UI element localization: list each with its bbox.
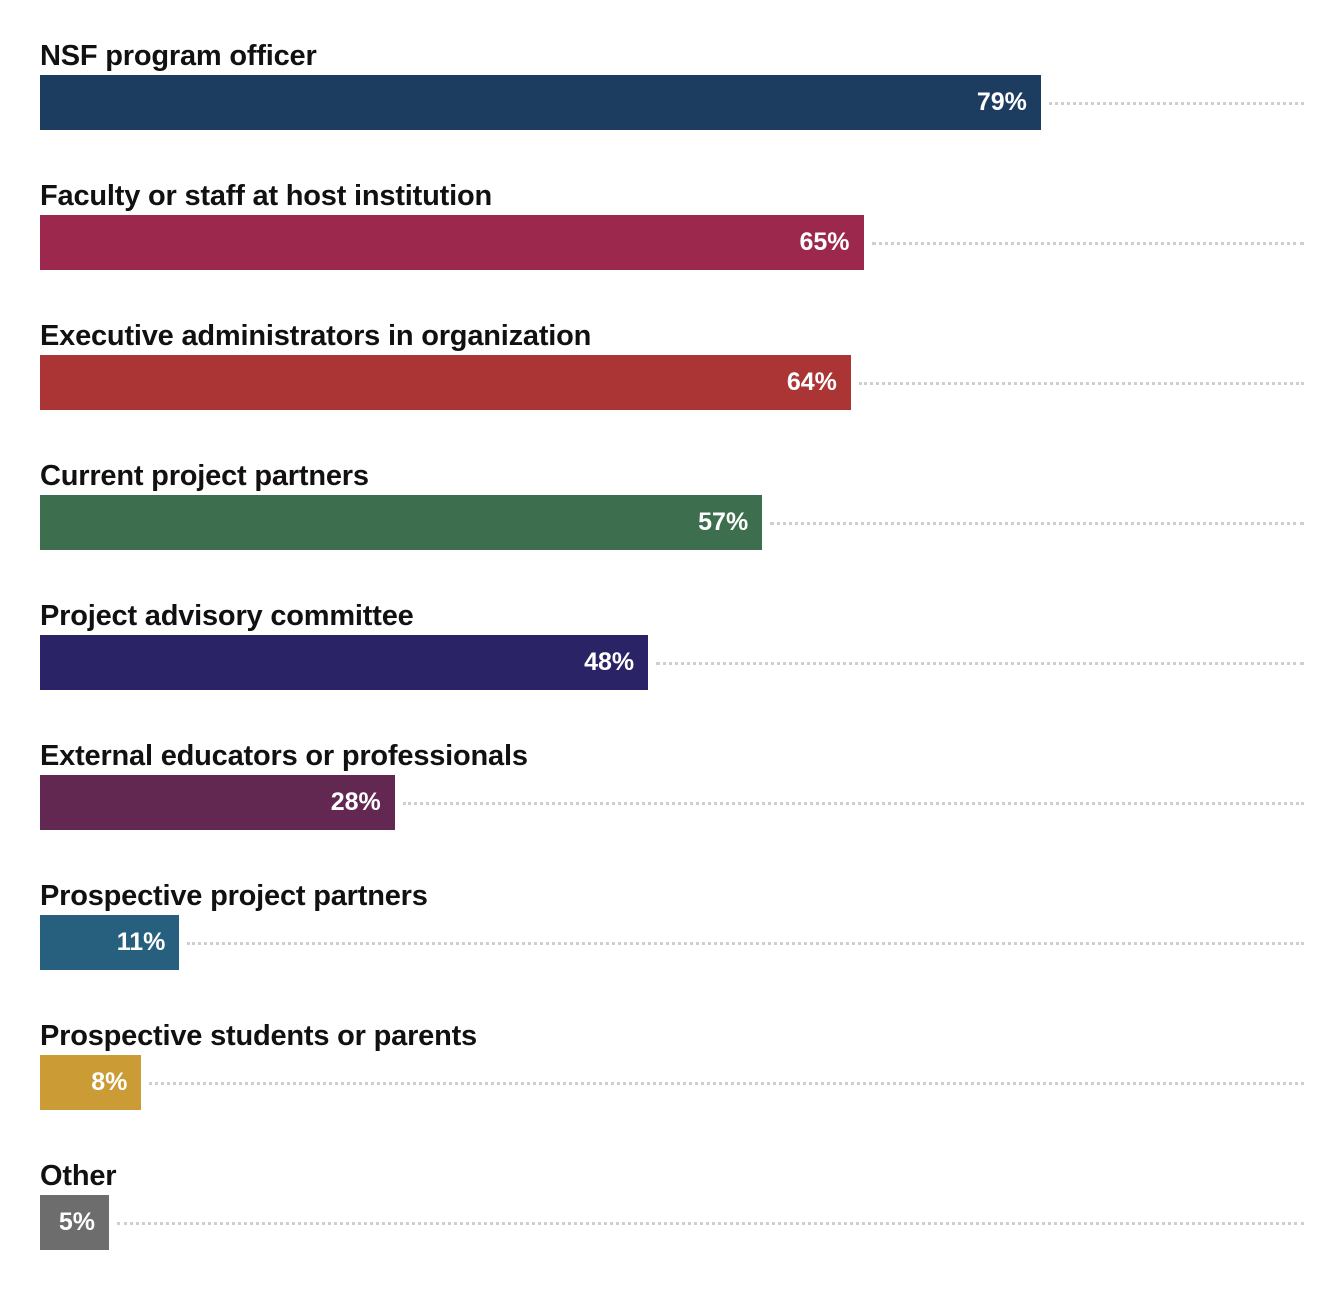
bar: 64% [40, 355, 851, 410]
bar-row: Project advisory committee 48% [40, 574, 1304, 714]
data-label: 64% [786, 368, 837, 396]
bar-row: External educators or professionals 28% [40, 714, 1304, 854]
dotted-guide-line [770, 522, 1304, 525]
bar: 48% [40, 635, 649, 690]
dotted-guide-line [858, 382, 1304, 385]
bar-row: Prospective project partners 11% [40, 854, 1304, 994]
data-label: 48% [584, 648, 635, 676]
category-label: Current project partners [40, 460, 369, 492]
category-label: Other [40, 1160, 117, 1192]
category-label: Project advisory committee [40, 600, 414, 632]
data-label: 8% [91, 1068, 128, 1096]
bar: 79% [40, 75, 1041, 130]
bar: 11% [40, 915, 180, 970]
category-label: Executive administrators in organization [40, 320, 592, 352]
bar-row: NSF program officer 79% [40, 14, 1304, 154]
dotted-guide-line [402, 802, 1304, 805]
dotted-guide-line [1048, 102, 1304, 105]
bar-row: Other 5% [40, 1134, 1304, 1274]
category-label: Prospective students or parents [40, 1020, 477, 1052]
data-label: 79% [976, 88, 1027, 116]
data-label: 11% [116, 928, 166, 956]
bar-row: Executive administrators in organization… [40, 294, 1304, 434]
dotted-guide-line [187, 942, 1304, 945]
category-label: NSF program officer [40, 40, 317, 72]
bar: 5% [40, 1195, 109, 1250]
category-label: External educators or professionals [40, 740, 528, 772]
bar: 65% [40, 215, 864, 270]
category-label: Prospective project partners [40, 880, 428, 912]
dotted-guide-line [117, 1222, 1304, 1225]
data-label: 28% [330, 788, 381, 816]
data-label: 5% [58, 1208, 95, 1236]
category-label: Faculty or staff at host institution [40, 180, 492, 212]
bar-row: Current project partners 57% [40, 434, 1304, 574]
data-label: 65% [799, 228, 850, 256]
dotted-guide-line [871, 242, 1304, 245]
dotted-guide-line [149, 1082, 1304, 1085]
bar-row: Faculty or staff at host institution 65% [40, 154, 1304, 294]
bar: 8% [40, 1055, 142, 1110]
data-label: 57% [698, 508, 749, 536]
bar-row: Prospective students or parents 8% [40, 994, 1304, 1134]
bar: 57% [40, 495, 763, 550]
dotted-guide-line [656, 662, 1304, 665]
bar: 28% [40, 775, 395, 830]
